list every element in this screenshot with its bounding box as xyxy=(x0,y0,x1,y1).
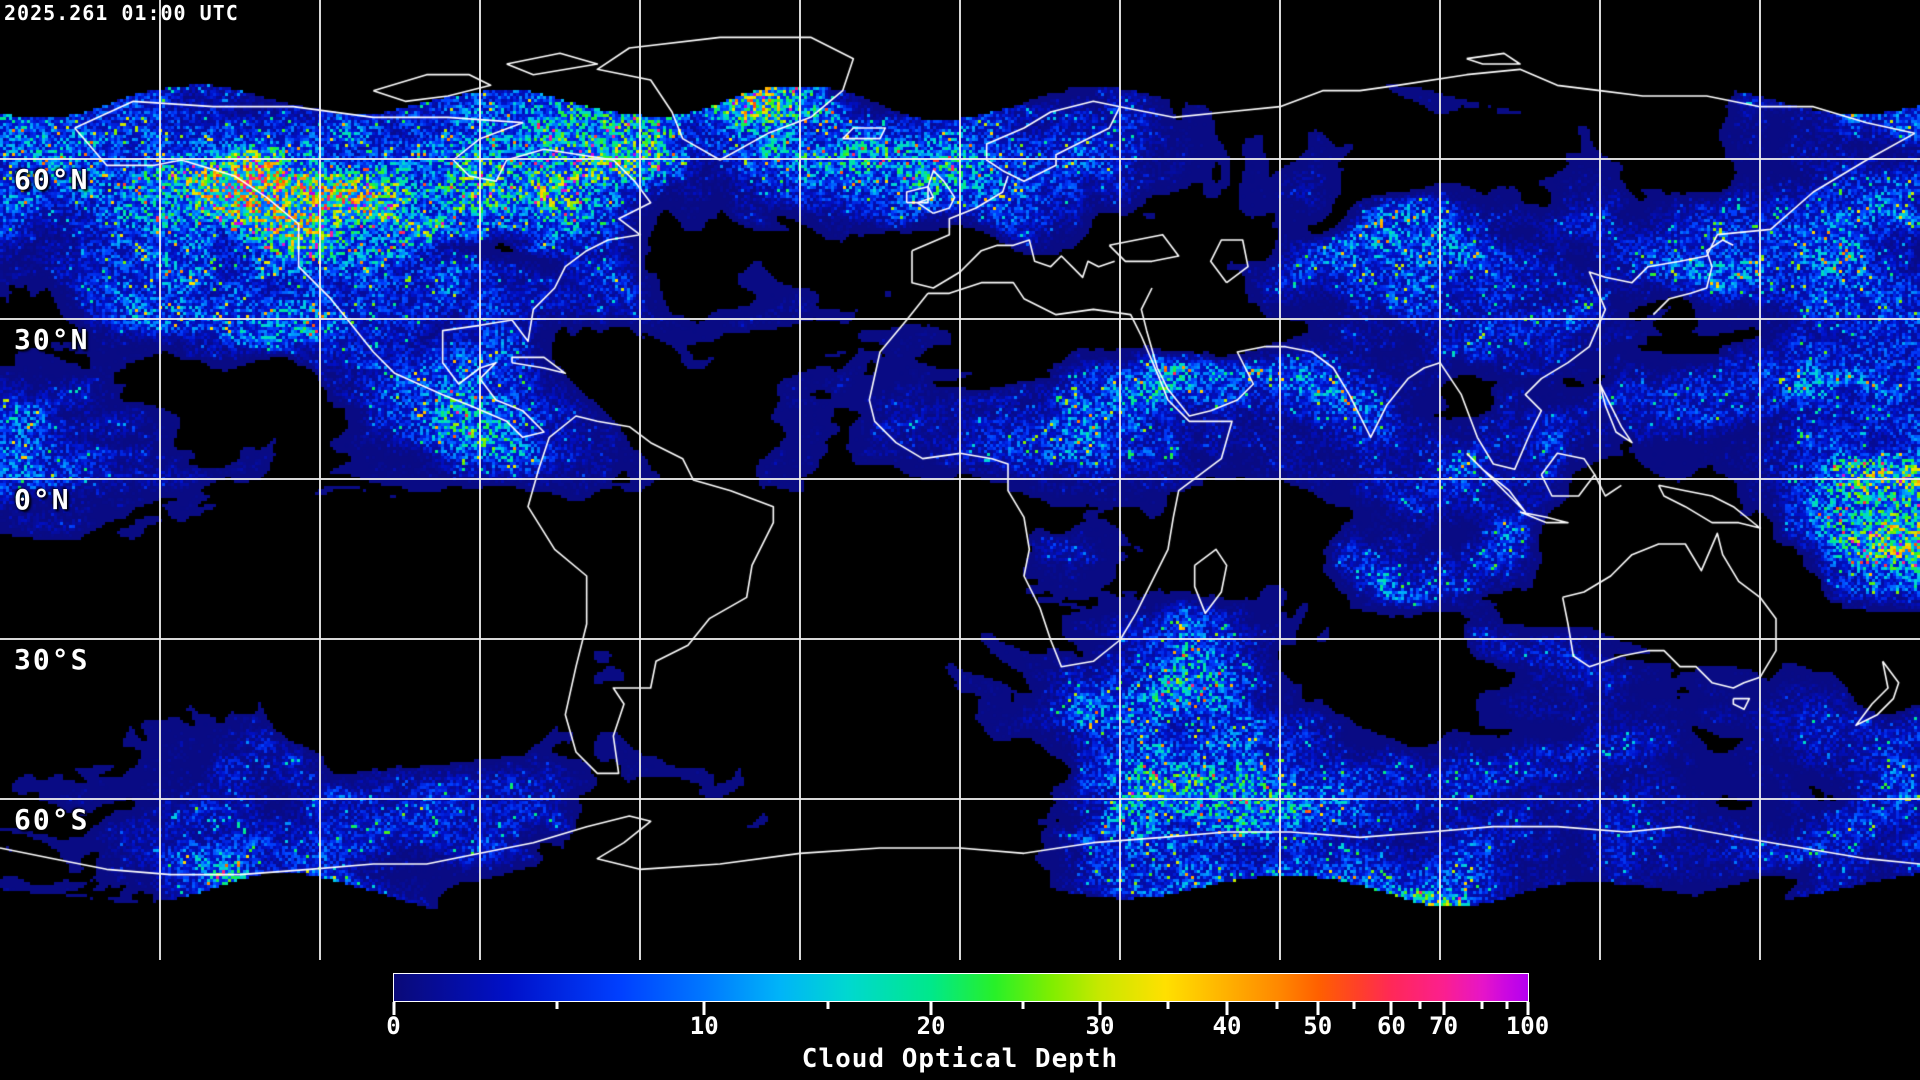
timestamp-label: 2025.261 01:00 UTC xyxy=(4,1,239,25)
gridline-meridian xyxy=(1439,0,1441,960)
colorbar-gradient xyxy=(393,973,1529,1002)
latitude-label: 30°S xyxy=(14,643,90,676)
colorbar-minor-tick xyxy=(1418,1002,1422,1009)
colorbar-tick xyxy=(1389,1002,1393,1015)
colorbar-tick xyxy=(1225,1002,1229,1015)
colorbar-minor-tick xyxy=(1166,1002,1170,1009)
colorbar: 0 10 20 30 40 50 60 70 100 Cloud Optical Depth xyxy=(0,960,1920,1080)
gridline-parallel xyxy=(0,638,1920,640)
gridline-meridian xyxy=(959,0,961,960)
gridline-parallel xyxy=(0,318,1920,320)
latitude-label: 0°N xyxy=(14,483,71,516)
colorbar-tick-label: 100 xyxy=(1505,1012,1550,1040)
colorbar-tick xyxy=(392,1002,395,1015)
colorbar-tick-label: 70 xyxy=(1429,1012,1459,1040)
latitude-label: 60°N xyxy=(14,163,90,196)
gridline-meridian xyxy=(319,0,321,960)
gridline-parallel xyxy=(0,798,1920,800)
colorbar-minor-tick xyxy=(1505,1002,1509,1009)
colorbar-tick-label: 30 xyxy=(1085,1012,1115,1040)
colorbar-tick xyxy=(1316,1002,1320,1015)
colorbar-tick xyxy=(1442,1002,1446,1015)
gridline-meridian xyxy=(639,0,641,960)
colorbar-tick xyxy=(1526,1002,1529,1015)
gridline-parallel xyxy=(0,158,1920,160)
colorbar-tick-label: 10 xyxy=(689,1012,719,1040)
latitude-label: 60°S xyxy=(14,803,90,836)
colorbar-tick xyxy=(1098,1002,1102,1015)
colorbar-minor-tick xyxy=(1352,1002,1356,1009)
colorbar-tick-label: 40 xyxy=(1212,1012,1242,1040)
latitude-label: 30°N xyxy=(14,323,90,356)
colorbar-tick-label: 0 xyxy=(386,1012,401,1040)
colorbar-minor-tick xyxy=(1021,1002,1025,1009)
gridline-meridian xyxy=(1279,0,1281,960)
colorbar-tick-label: 50 xyxy=(1303,1012,1333,1040)
colorbar-minor-tick xyxy=(1275,1002,1279,1009)
colorbar-tick-label: 20 xyxy=(916,1012,946,1040)
gridline-meridian xyxy=(1759,0,1761,960)
gridline-meridian xyxy=(1599,0,1601,960)
colorbar-minor-tick xyxy=(826,1002,830,1009)
colorbar-minor-tick xyxy=(1480,1002,1484,1009)
gridline-meridian xyxy=(1119,0,1121,960)
gridline-meridian xyxy=(479,0,481,960)
colorbar-minor-tick xyxy=(555,1002,559,1009)
gridline-parallel xyxy=(0,478,1920,480)
colorbar-title: Cloud Optical Depth xyxy=(801,1044,1119,1074)
world-map: 60°N 30°N 0°N 30°S 60°S 2025.261 01:00 UTC xyxy=(0,0,1920,960)
colorbar-tick xyxy=(929,1002,933,1015)
colorbar-tick xyxy=(702,1002,706,1015)
gridline-meridian xyxy=(159,0,161,960)
colorbar-tick-label: 60 xyxy=(1376,1012,1406,1040)
gridline-meridian xyxy=(799,0,801,960)
